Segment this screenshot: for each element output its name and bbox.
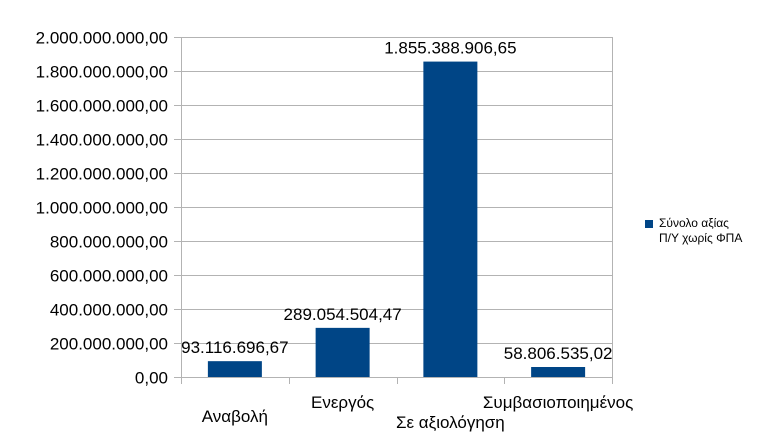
data-labels: 93.116.696,67 289.054.504,47 1.855.388.906… [181, 39, 612, 363]
x-axis: Αναβολή Ενεργός Σε αξιολόγησηΣυμβασιοποιημ… [181, 377, 633, 432]
x-category-label: Ενεργός [311, 393, 374, 412]
y-tick-label: 400.000.000,00 [50, 301, 168, 320]
bar [423, 61, 478, 377]
y-tick-label: 200.000.000,00 [50, 335, 168, 354]
y-tick-label: 2.000.000.000,00 [36, 29, 168, 48]
bar [531, 367, 586, 377]
x-category-label: Συμβασιοποιημένος [483, 393, 633, 412]
data-label: 1.855.388.906,65 [384, 39, 516, 58]
y-tick-label: 1.400.000.000,00 [36, 131, 168, 150]
x-category-label: Σε αξιολόγηση [396, 413, 505, 432]
gridlines [174, 37, 613, 384]
data-label: 289.054.504,47 [284, 305, 402, 324]
data-label: 93.116.696,67 [181, 338, 288, 357]
y-tick-label: 1.800.000.000,00 [36, 63, 168, 82]
y-tick-label: 1.000.000.000,00 [36, 199, 168, 218]
y-tick-label: 1.200.000.000,00 [36, 165, 168, 184]
y-tick-label: 800.000.000,00 [50, 233, 168, 252]
legend-label-line2: Π/Υ χωρίς ΦΠΑ [659, 231, 743, 245]
bar [315, 327, 370, 377]
legend: Σύνολο αξίας Π/Υ χωρίς ΦΠΑ [645, 216, 779, 246]
legend-label-line1: Σύνολο αξίας [659, 216, 729, 230]
bar-series [207, 61, 586, 377]
bar [207, 361, 262, 377]
legend-swatch-icon [645, 220, 653, 228]
y-tick-label: 600.000.000,00 [50, 267, 168, 286]
y-tick-label: 1.600.000.000,00 [36, 97, 168, 116]
y-axis: 0,00 200.000.000,00 400.000.000,00 600.000.… [36, 29, 182, 388]
y-tick-label: 0,00 [135, 369, 168, 388]
x-category-label: Αναβολή [202, 407, 268, 426]
data-label: 58.806.535,02 [504, 344, 613, 363]
